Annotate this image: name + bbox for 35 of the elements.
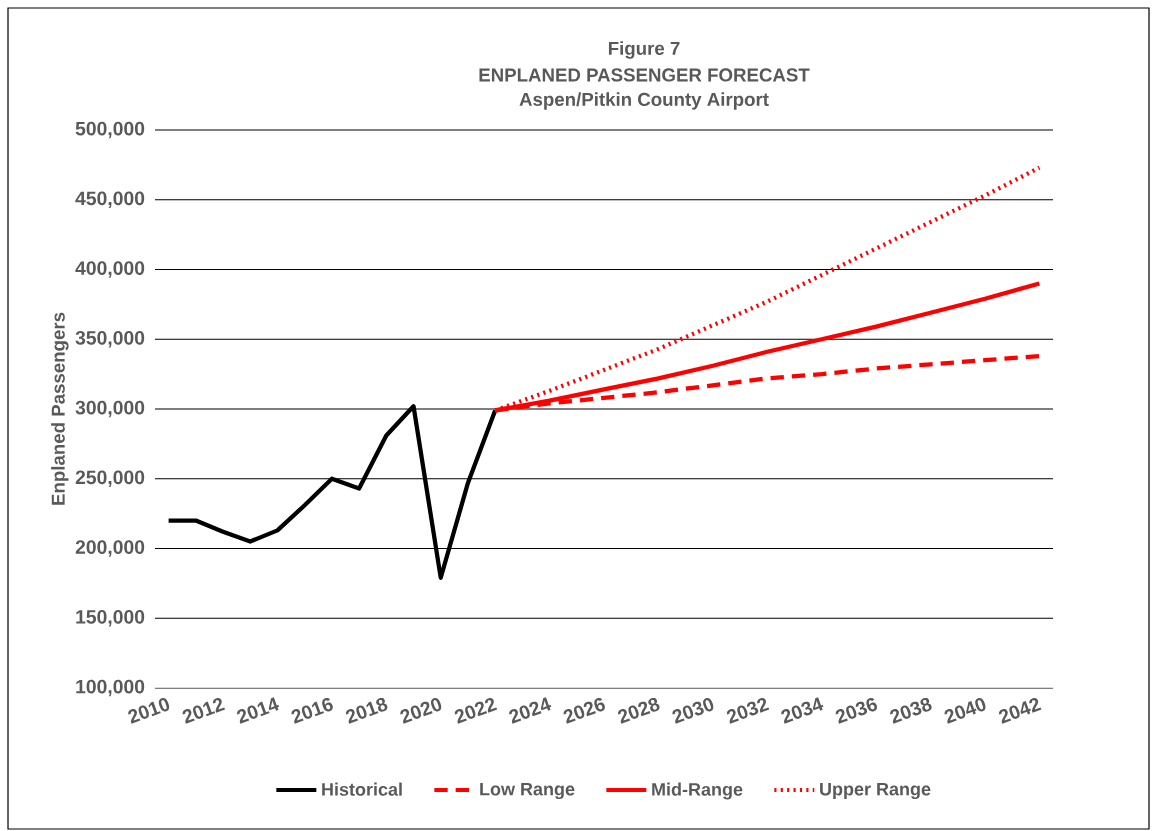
y-tick-label: 250,000	[75, 470, 145, 487]
y-tick-label: 200,000	[75, 540, 145, 557]
chart-subtitle: Aspen/Pitkin County Airport	[519, 92, 769, 110]
x-tick-label: 2022	[454, 697, 498, 724]
y-tick-label: 300,000	[75, 400, 145, 418]
x-tick-label: 2042	[998, 697, 1042, 724]
legend-label: Low Range	[480, 782, 575, 800]
line-series	[166, 404, 498, 580]
legend-label: Historical	[322, 782, 402, 796]
y-tick-label: 500,000	[75, 121, 145, 139]
x-tick-label: 2016	[291, 697, 333, 724]
caption: Figure 7	[608, 41, 680, 59]
x-tick-label: 2034	[781, 697, 824, 724]
x-tick-label: 2028	[617, 697, 660, 724]
legend-label: Upper Range	[820, 782, 931, 800]
y-tick-label: 400,000	[75, 261, 145, 278]
y-axis-title: Enplaned Passengers	[51, 312, 69, 505]
y-tick-label: 350,000	[75, 330, 145, 348]
x-tick-label: 2024	[509, 697, 552, 724]
x-tick-label: 2012	[182, 697, 226, 724]
y-tick-label: 150,000	[76, 609, 145, 627]
x-tick-label: 2010	[128, 698, 170, 724]
x-tick-label: 2026	[563, 697, 605, 724]
legend-label: Mid-Range	[652, 782, 743, 800]
x-tick-label: 2014	[237, 697, 280, 724]
chart-title: ENPLANED PASSENGER FORECAST	[479, 68, 810, 82]
x-tick-label: 2020	[400, 698, 442, 724]
x-tick-label: 2040	[944, 698, 986, 724]
y-tick-label: 100,000	[76, 679, 145, 697]
y-tick-label: 450,000	[75, 191, 145, 208]
x-tick-label: 2038	[890, 697, 932, 724]
x-tick-label: 2030	[672, 698, 714, 724]
x-tick-label: 2018	[345, 697, 388, 724]
x-tick-label: 2036	[835, 697, 878, 724]
x-tick-label: 2032	[726, 697, 770, 724]
